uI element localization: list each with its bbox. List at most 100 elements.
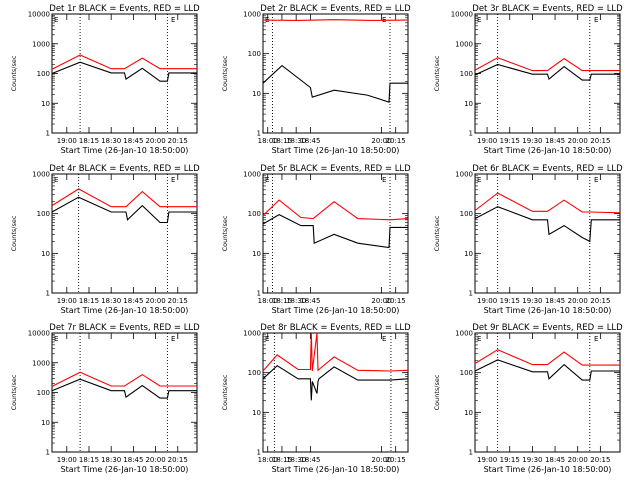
y-tick-label: 1: [257, 290, 261, 298]
corner-marker-icon: E: [477, 176, 481, 184]
plot-frame: [262, 13, 409, 134]
x-tick-label: 18:45: [300, 297, 320, 305]
series-line: [262, 64, 408, 103]
y-tick-label: 10: [464, 409, 473, 417]
x-tick-label: 18:15: [272, 137, 292, 145]
y-tick-label: 1: [257, 449, 261, 457]
x-tick-label: 20:15: [168, 297, 188, 305]
y-tick-label: 10000: [451, 11, 473, 19]
x-tick-label: 18:30: [286, 456, 306, 464]
x-tick-label: 18:30: [286, 137, 306, 145]
x-axis-label: Start Time (26-Jan-10 18:50:00): [61, 465, 189, 474]
x-tick-label: 18:00: [258, 456, 278, 464]
y-tick-label: 1000: [32, 171, 50, 179]
x-tick-label: 18:30: [101, 456, 121, 464]
y-axis-label: Counts/sec: [221, 55, 229, 91]
x-tick-label: 18:15: [272, 297, 292, 305]
x-tick-label: 20:00: [371, 456, 391, 464]
x-axis-label: Start Time (26-Jan-10 18:50:00): [272, 306, 400, 315]
y-tick-label: 1000: [243, 11, 261, 19]
series-line: [474, 57, 620, 72]
y-tick-label: 1: [46, 290, 50, 298]
corner-marker-icon: E: [594, 335, 598, 343]
y-tick-label: 10000: [28, 11, 50, 19]
corner-marker-icon: E: [382, 335, 386, 343]
y-tick-label: 1000: [455, 40, 473, 48]
series-line: [262, 213, 408, 249]
x-tick-label: 19:00: [477, 456, 497, 464]
plot-frame: [262, 173, 409, 294]
panel-title: Det 6r BLACK = Events, RED = LLD: [472, 164, 623, 174]
corner-marker-icon: E: [594, 16, 598, 24]
x-tick-label: 19:15: [500, 297, 520, 305]
y-tick-label: 10: [41, 419, 50, 427]
x-tick-label: 18:45: [123, 297, 143, 305]
x-tick-label: 19:30: [522, 137, 542, 145]
x-tick-label: 19:15: [500, 456, 520, 464]
y-tick-label: 10: [252, 409, 261, 417]
corner-marker-icon: E: [265, 335, 269, 343]
x-tick-label: 20:15: [168, 456, 188, 464]
x-axis-label: Start Time (26-Jan-10 18:50:00): [484, 146, 612, 155]
x-tick-label: 18:45: [545, 456, 565, 464]
x-tick-label: 18:30: [101, 137, 121, 145]
y-tick-label: 1: [469, 130, 473, 138]
y-axis-label: Counts/sec: [221, 215, 229, 251]
x-axis-label: Start Time (26-Jan-10 18:50:00): [272, 465, 400, 474]
y-tick-label: 10: [464, 250, 473, 258]
y-tick-label: 1: [46, 449, 50, 457]
y-tick-label: 100: [460, 70, 473, 78]
series-line: [51, 378, 197, 399]
x-tick-label: 19:30: [522, 297, 542, 305]
x-tick-label: 19:30: [522, 456, 542, 464]
y-tick-label: 10: [252, 90, 261, 98]
y-tick-label: 1: [46, 130, 50, 138]
series-line: [51, 196, 197, 224]
y-axis-label: Counts/sec: [10, 215, 18, 251]
x-tick-label: 19:00: [57, 297, 77, 305]
y-tick-label: 10000: [28, 330, 50, 338]
x-tick-label: 20:00: [145, 456, 165, 464]
series-line: [51, 188, 197, 208]
plot-frame: [474, 13, 621, 134]
x-tick-label: 18:45: [545, 297, 565, 305]
corner-marker-icon: E: [54, 16, 58, 24]
x-tick-label: 18:45: [123, 137, 143, 145]
x-tick-label: 18:30: [286, 297, 306, 305]
series-line: [262, 199, 409, 221]
x-axis-label: Start Time (26-Jan-10 18:50:00): [61, 306, 189, 315]
panel-title: Det 8r BLACK = Events, RED = LLD: [260, 323, 411, 333]
x-tick-label: 20:15: [386, 297, 406, 305]
x-tick-label: 20:15: [590, 456, 610, 464]
series-line: [262, 332, 409, 372]
corner-marker-icon: E: [54, 176, 58, 184]
y-tick-label: 10: [464, 100, 473, 108]
series-line: [474, 192, 621, 214]
corner-marker-icon: E: [382, 176, 386, 184]
x-tick-label: 18:15: [79, 137, 99, 145]
panel-title: Det 1r BLACK = Events, RED = LLD: [49, 4, 200, 14]
x-tick-label: 19:00: [477, 137, 497, 145]
x-tick-label: 20:00: [145, 137, 165, 145]
y-tick-label: 10: [252, 250, 261, 258]
y-tick-label: 10: [41, 100, 50, 108]
y-tick-label: 100: [37, 210, 50, 218]
x-tick-label: 19:15: [500, 137, 520, 145]
corner-marker-icon: E: [54, 335, 58, 343]
y-tick-label: 100: [248, 369, 261, 377]
x-tick-label: 18:15: [79, 297, 99, 305]
plot-frame: [262, 332, 409, 453]
y-tick-label: 10: [41, 250, 50, 258]
x-tick-label: 19:00: [57, 456, 77, 464]
corner-marker-icon: E: [171, 16, 175, 24]
series-line: [474, 206, 620, 243]
x-tick-label: 18:45: [300, 456, 320, 464]
y-axis-label: Counts/sec: [221, 374, 229, 410]
